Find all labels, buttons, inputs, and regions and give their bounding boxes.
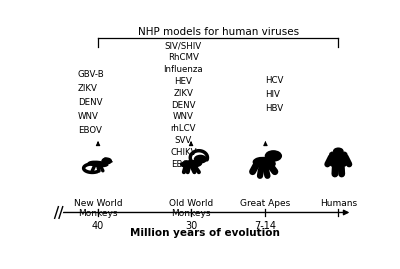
Text: ZIKV: ZIKV: [78, 84, 98, 93]
Text: EBOV: EBOV: [78, 126, 102, 135]
Text: 40: 40: [92, 221, 104, 231]
Text: SIV/SHIV: SIV/SHIV: [165, 42, 202, 51]
Text: Great Apes: Great Apes: [240, 199, 290, 208]
Text: DENV: DENV: [171, 101, 196, 110]
Text: HIV: HIV: [266, 90, 280, 99]
Circle shape: [333, 147, 344, 155]
Text: CHIKV: CHIKV: [170, 148, 196, 157]
Ellipse shape: [252, 157, 276, 169]
Text: HCV: HCV: [266, 76, 284, 85]
Text: Old World
Monkeys: Old World Monkeys: [169, 199, 213, 218]
Text: NHP models for human viruses: NHP models for human viruses: [138, 27, 299, 37]
Circle shape: [101, 157, 112, 165]
Text: SVV: SVV: [175, 136, 192, 145]
Text: Influenza: Influenza: [164, 65, 203, 74]
Text: 7-14: 7-14: [254, 221, 276, 231]
Text: EBOV: EBOV: [171, 160, 195, 169]
Text: 30: 30: [185, 221, 197, 231]
Text: GBV-B: GBV-B: [78, 70, 105, 79]
Text: DENV: DENV: [78, 98, 102, 107]
Text: ZIKV: ZIKV: [173, 89, 193, 98]
Ellipse shape: [332, 162, 344, 165]
Ellipse shape: [88, 161, 108, 167]
Text: rhLCV: rhLCV: [170, 124, 196, 133]
Text: New World
Monkeys: New World Monkeys: [74, 199, 122, 218]
Circle shape: [194, 155, 207, 164]
Ellipse shape: [180, 160, 202, 168]
Circle shape: [104, 157, 107, 160]
Text: Humans: Humans: [320, 199, 357, 208]
Ellipse shape: [330, 154, 346, 158]
Text: RhCMV: RhCMV: [168, 54, 199, 62]
Text: WNV: WNV: [78, 112, 99, 121]
FancyBboxPatch shape: [330, 152, 347, 166]
Text: HEV: HEV: [174, 77, 192, 86]
Text: WNV: WNV: [173, 112, 194, 121]
Ellipse shape: [109, 161, 113, 162]
Text: HBV: HBV: [266, 104, 284, 113]
Circle shape: [265, 150, 282, 162]
Ellipse shape: [276, 156, 281, 159]
Ellipse shape: [203, 159, 208, 161]
Text: Million years of evolution: Million years of evolution: [130, 228, 280, 238]
